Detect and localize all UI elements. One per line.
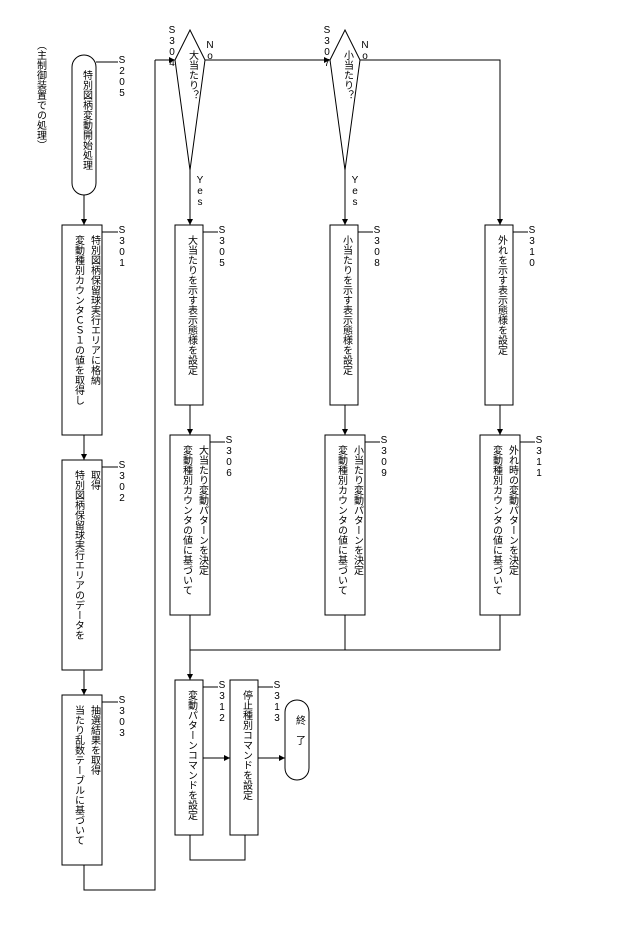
- start-step: S205: [117, 55, 128, 99]
- s306-text2: 大当たり変動パターンを決定: [197, 444, 209, 576]
- s309-text1: 変動種別カウンタの値に基づいて: [336, 444, 348, 595]
- s310-text: 外れを示す表示態様を設定: [496, 235, 508, 356]
- s303-text1: 当たり乱数テーブルに基づいて: [73, 704, 85, 845]
- s305-text: 大当たりを示す表示態様を設定: [186, 234, 198, 376]
- s308-step: S308: [372, 225, 383, 269]
- s309-text2: 小当たり変動パターンを決定: [352, 445, 364, 576]
- s305-step: S305: [217, 225, 228, 269]
- s302-text1: 特別図柄保留球実行エリアのデータを: [73, 470, 85, 640]
- s301-text2: 特別図柄保留球実行エリアに格納: [89, 235, 101, 386]
- s304-yes: Yes: [195, 175, 206, 208]
- conn-s307-no: [360, 60, 500, 225]
- start-node: 特別図柄変動開始処理 S205: [72, 55, 128, 195]
- merge-b: [190, 615, 345, 650]
- s303-node: 当たり乱数テーブルに基づいて 抽選結果を取得 S303: [62, 695, 128, 865]
- end-label: 終 了: [294, 714, 306, 745]
- s311-node: 変動種別カウンタの値に基づいて 外れ時の変動パターンを決定 S311: [480, 435, 545, 615]
- s310-step: S310: [527, 225, 538, 269]
- s309-node: 変動種別カウンタの値に基づいて 小当たり変動パターンを決定 S309: [325, 435, 390, 615]
- s307-yes: Yes: [350, 175, 361, 208]
- s304-q: 大当たり？: [187, 49, 199, 100]
- s307-no: No: [360, 40, 371, 62]
- start-label: 特別図柄変動開始処理: [81, 70, 93, 170]
- s303-step: S303: [117, 695, 128, 739]
- s310-node: 外れを示す表示態様を設定 S310: [485, 225, 538, 405]
- s309-step: S309: [379, 435, 390, 479]
- s307-step: S307: [322, 25, 333, 69]
- s313-step: S313: [272, 680, 283, 724]
- s308-text: 小当たりを示す表示態様を設定: [341, 235, 353, 376]
- s311-text2: 外れ時の変動パターンを決定: [507, 445, 519, 576]
- end-node: 終 了: [285, 700, 309, 780]
- s306-node: 変動種別カウンタの値に基づいて 大当たり変動パターンを決定 S306: [170, 435, 235, 615]
- s304-no: No: [205, 40, 216, 62]
- s302-text2: 取得: [89, 470, 101, 490]
- flowchart-canvas: （主制御装置での処理） 特別図柄変動開始処理 S205 変動種別カウンタＣＳ１の…: [0, 0, 640, 940]
- s312-step: S312: [217, 680, 228, 724]
- s311-step: S311: [534, 435, 545, 479]
- s303-text2: 抽選結果を取得: [89, 704, 101, 775]
- s306-text1: 変動種別カウンタの値に基づいて: [181, 444, 193, 595]
- s307-node: 小当たり？ S307: [322, 25, 361, 170]
- s308-node: 小当たりを示す表示態様を設定 S308: [330, 225, 383, 405]
- header-caption: （主制御装置での処理）: [35, 40, 47, 150]
- s304-step: S304: [167, 25, 178, 69]
- s305-node: 大当たりを示す表示態様を設定 S305: [175, 225, 228, 405]
- s313-text: 停止種別コマンドを設定: [241, 689, 253, 801]
- s302-node: 特別図柄保留球実行エリアのデータを 取得 S302: [62, 460, 128, 670]
- s304-node: 大当たり？ S304: [167, 25, 206, 170]
- s307-q: 小当たり？: [342, 50, 354, 100]
- s306-step: S306: [224, 435, 235, 479]
- s311-text1: 変動種別カウンタの値に基づいて: [491, 444, 503, 595]
- s312-text: 変動パターンコマンドを設定: [186, 689, 198, 821]
- s301-node: 変動種別カウンタＣＳ１の値を取得し 特別図柄保留球実行エリアに格納 S301: [62, 225, 128, 435]
- s301-step: S301: [117, 225, 128, 269]
- s302-step: S302: [117, 460, 128, 504]
- s301-text1: 変動種別カウンタＣＳ１の値を取得し: [73, 234, 85, 405]
